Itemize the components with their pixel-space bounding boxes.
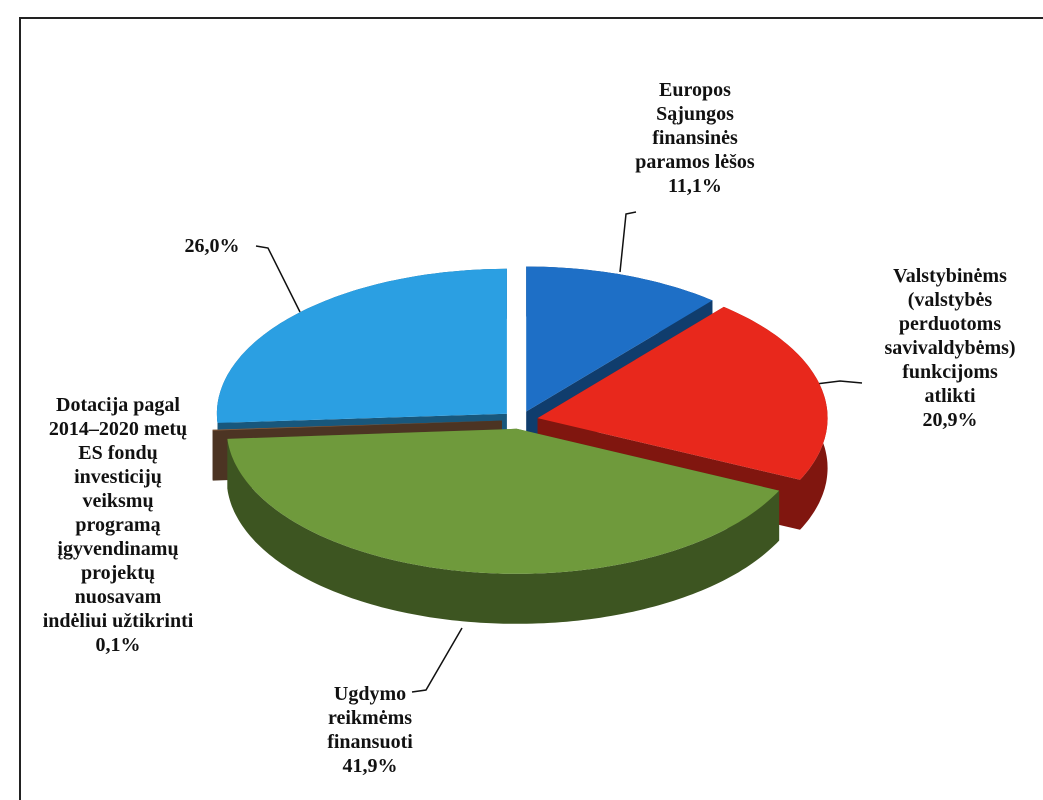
frame (19, 17, 1043, 800)
slice-side (227, 438, 780, 624)
slice (227, 428, 780, 624)
value-label: 26,0% (184, 235, 240, 257)
category-label: Valstybinėms (valstybės perduotoms saviv… (884, 265, 1016, 407)
slice (526, 266, 713, 412)
slice (227, 428, 780, 574)
value-label: 20,9% (922, 409, 978, 431)
slice (212, 420, 502, 431)
value-label: 11,1% (668, 175, 722, 197)
slice (216, 268, 507, 423)
slice-label: Valstybinėms (valstybės perduotoms saviv… (884, 264, 1015, 432)
category-label: Ugdymo reikmėms finansuoti (327, 683, 413, 753)
slice-label: Ugdymo reikmėms finansuoti 41,9% (327, 682, 413, 778)
leader-line (619, 211, 637, 273)
leader-line (255, 245, 301, 313)
slice (537, 306, 828, 480)
value-label: 0,1% (95, 634, 141, 656)
slice-label: Dotacija pagal 2014–2020 metų ES fondų i… (43, 393, 194, 657)
leader-line (815, 380, 863, 385)
slice-label: Europos Sąjungos finansinės paramos lėšo… (635, 78, 754, 198)
value-label: 41,9% (342, 755, 398, 777)
leader-line (411, 627, 463, 693)
category-label: Europos Sąjungos finansinės paramos lėšo… (635, 79, 755, 173)
category-label: Dotacija pagal 2014–2020 metų ES fondų i… (42, 394, 194, 632)
slice-label: 26,0% (185, 234, 240, 258)
